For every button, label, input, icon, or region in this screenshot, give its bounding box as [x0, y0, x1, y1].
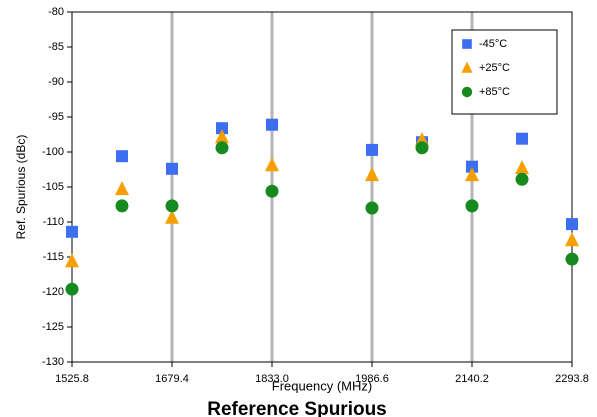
marker-square: [66, 225, 78, 238]
marker-circle: [415, 141, 429, 155]
marker-circle: [465, 199, 479, 213]
marker-circle: [215, 141, 229, 155]
marker-triangle: [365, 167, 379, 182]
marker-triangle: [565, 232, 579, 247]
y-tick-label: -120: [42, 286, 64, 298]
y-tick-label: -130: [42, 356, 64, 368]
marker-circle: [115, 199, 129, 213]
y-tick-label: -85: [48, 41, 64, 53]
marker-square: [366, 143, 378, 156]
marker-triangle: [515, 160, 529, 175]
legend-label: +85°C: [479, 86, 510, 98]
y-tick-label: -115: [43, 251, 64, 263]
x-tick-label: 1986.6: [355, 373, 389, 385]
marker-square: [566, 218, 578, 231]
marker-triangle: [115, 181, 129, 196]
y-tick-label: -95: [48, 111, 64, 123]
marker-triangle: [215, 129, 229, 144]
marker-triangle: [165, 209, 179, 224]
marker-square: [266, 118, 278, 131]
x-tick-label: 1833.0: [255, 373, 289, 385]
legend-label: +25°C: [479, 62, 510, 74]
marker-circle: [461, 86, 473, 98]
marker-triangle: [65, 253, 79, 268]
marker-square: [462, 39, 472, 49]
marker-triangle: [265, 157, 279, 172]
marker-circle: [265, 184, 279, 198]
legend-label: -45°C: [479, 38, 507, 50]
marker-circle: [565, 252, 579, 266]
marker-square: [116, 150, 128, 163]
plot-frame: [71, 11, 573, 363]
marker-square: [466, 160, 478, 173]
y-tick-label: -80: [48, 6, 64, 18]
marker-circle: [365, 201, 379, 215]
y-tick-label: -90: [48, 76, 64, 88]
marker-circle: [515, 172, 529, 186]
x-tick-label: 2140.2: [455, 373, 489, 385]
y-axis-label: Ref. Spurious (dBc): [14, 135, 28, 240]
x-tick-label: 1525.8: [55, 373, 89, 385]
marker-square: [216, 122, 228, 135]
marker-circle: [65, 282, 79, 296]
y-tick-label: -125: [42, 321, 64, 333]
y-tick-label: -100: [42, 146, 64, 158]
y-tick-label: -110: [43, 216, 64, 228]
chart-title: Reference Spurious: [207, 399, 387, 417]
x-tick-label: 2293.8: [555, 373, 589, 385]
marker-square: [516, 132, 528, 145]
marker-circle: [165, 199, 179, 213]
x-tick-label: 1679.4: [155, 373, 189, 385]
y-tick-label: -105: [42, 181, 64, 193]
x-axis-label: Frequency (MHz): [272, 378, 372, 393]
marker-triangle: [461, 61, 473, 73]
marker-square: [166, 162, 178, 175]
marker-triangle: [465, 167, 479, 182]
